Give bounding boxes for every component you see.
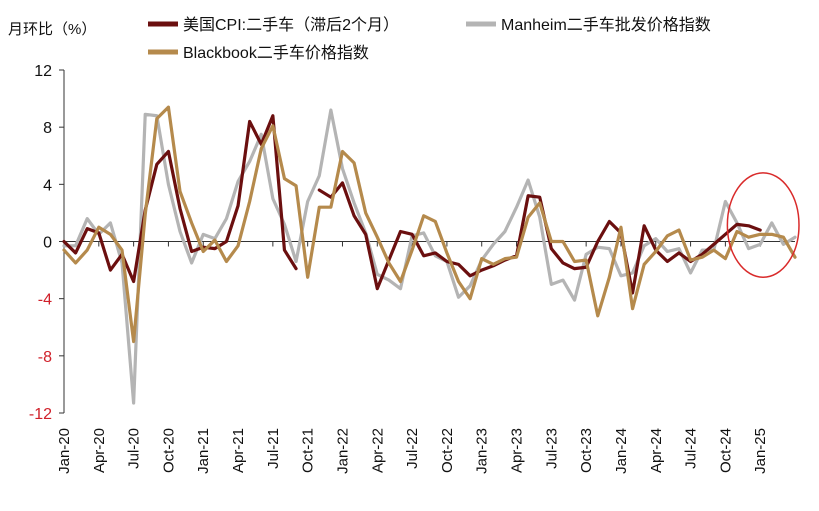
x-tick-label: Apr-20: [91, 428, 108, 473]
x-tick-label: Jul-22: [404, 428, 421, 469]
series-line-blackbook: [62, 105, 797, 344]
series-line-cpi: [62, 114, 762, 295]
legend-item-blackbook: Blackbook二手车价格指数: [148, 44, 369, 62]
x-tick-label: Oct-22: [439, 428, 456, 473]
x-tick-label: Jul-20: [126, 428, 143, 469]
x-tick-label: Oct-21: [300, 428, 317, 473]
y-tick-label: 12: [34, 63, 52, 80]
x-tick-label: Apr-24: [648, 428, 665, 473]
x-tick-label: Oct-23: [578, 428, 595, 473]
legend: 美国CPI:二手车（滞后2个月） Manheim二手车批发价格指数 Blackb…: [148, 16, 711, 62]
y-tick-label: -8: [38, 349, 52, 366]
x-tick-label: Apr-22: [369, 428, 386, 473]
series-layer: [62, 105, 797, 405]
y-tick-label: 0: [43, 235, 52, 252]
x-tick-label: Oct-20: [160, 428, 177, 473]
x-tick-label: Apr-21: [230, 428, 247, 473]
x-tick-label: Jan-24: [613, 428, 630, 474]
highlight-ellipse: [726, 172, 800, 278]
legend-label-cpi: 美国CPI:二手车（滞后2个月）: [183, 16, 399, 34]
x-tick-label: Jan-20: [56, 428, 73, 474]
x-tick-label: Jan-23: [474, 428, 491, 474]
series-line-manheim: [62, 108, 797, 405]
legend-label-manheim: Manheim二手车批发价格指数: [501, 16, 711, 34]
x-tick-label: Jan-25: [752, 428, 769, 474]
legend-item-manheim: Manheim二手车批发价格指数: [466, 16, 711, 34]
x-tick-label: Jan-21: [195, 428, 212, 474]
y-axis: 12 8 4 0 -4 -8 -12: [29, 63, 65, 423]
y-tick-label: -4: [38, 292, 52, 309]
x-axis: Jan-20 Apr-20 Jul-20 Oct-20 Jan-21 Apr-21 Jul-…: [56, 241, 795, 474]
y-tick-label: -12: [29, 406, 52, 423]
x-tick-label: Jul-21: [265, 428, 282, 469]
x-tick-label: Jul-23: [543, 428, 560, 469]
x-tick-label: Jan-22: [334, 428, 351, 474]
legend-label-blackbook: Blackbook二手车价格指数: [183, 44, 369, 62]
unit-label: 月环比（%）: [8, 21, 96, 38]
x-tick-label: Jul-24: [683, 428, 700, 469]
highlight-layer: [726, 172, 800, 278]
x-tick-label: Oct-24: [717, 428, 734, 473]
y-tick-label: 4: [43, 177, 52, 194]
legend-item-cpi: 美国CPI:二手车（滞后2个月）: [148, 16, 399, 34]
y-tick-label: 8: [43, 120, 52, 137]
x-tick-label: Apr-23: [509, 428, 526, 473]
